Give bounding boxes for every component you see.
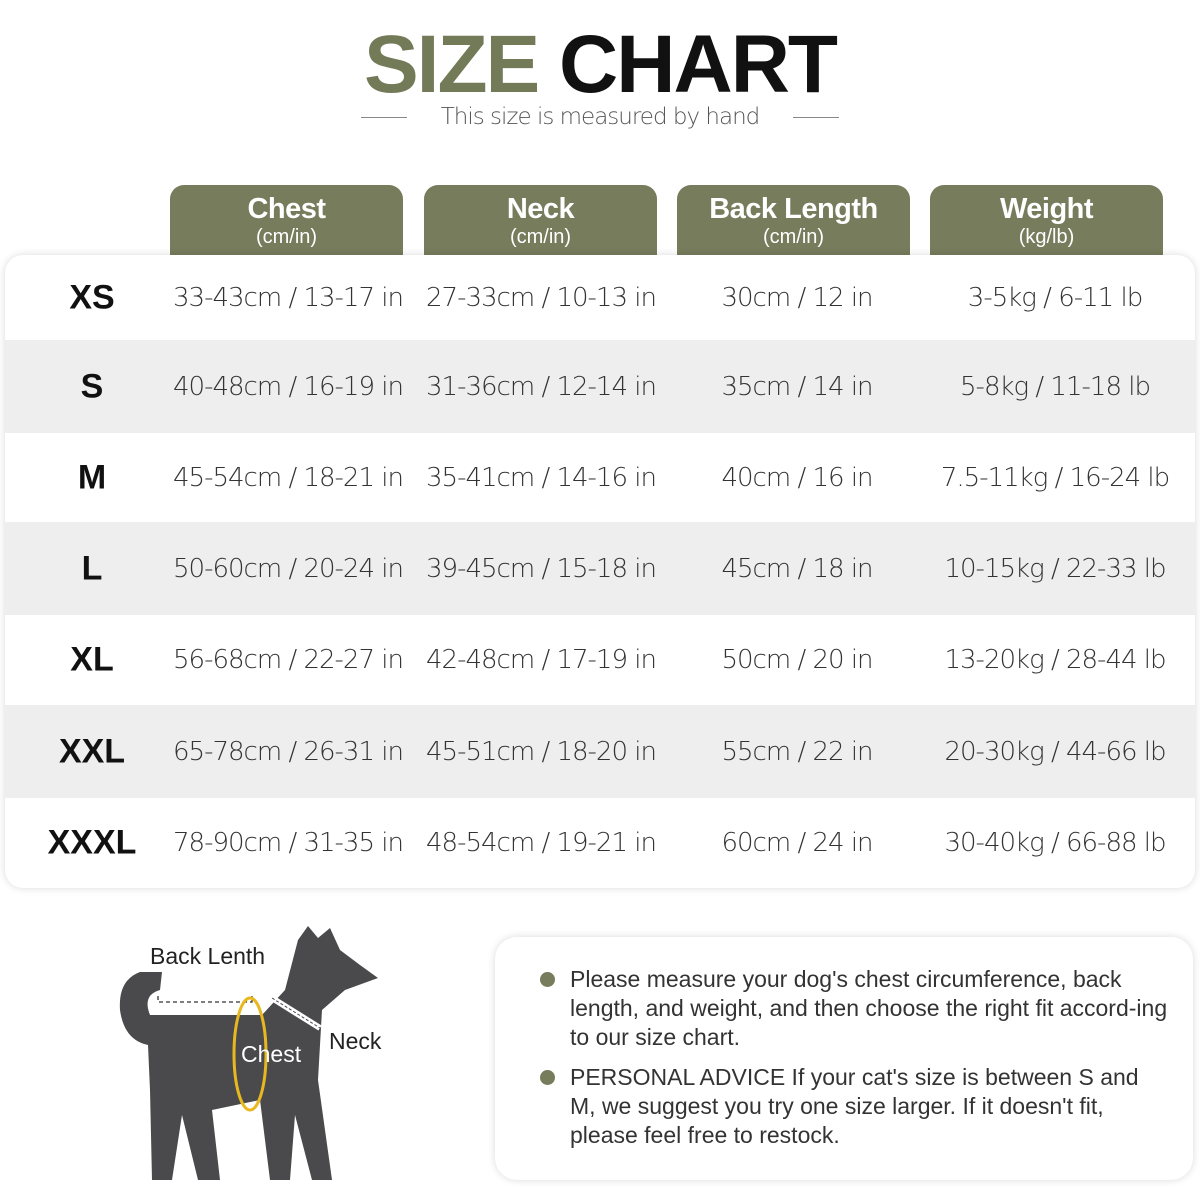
column-header: Neck (cm/in) — [424, 185, 657, 257]
table-row: XL 56-68cm / 22-27 in 42-48cm / 17-19 in 50… — [5, 615, 1195, 705]
notes-box: Please measure your dog's chest circumfe… — [495, 937, 1193, 1180]
bullet-icon — [540, 972, 555, 987]
table-row: L 50-60cm / 20-24 in 39-45cm / 15-18 in 45c… — [5, 522, 1195, 615]
column-unit: (cm/in) — [509, 226, 572, 248]
chest-cell: 33-43cm / 13-17 in — [173, 282, 404, 313]
back-cell: 60cm / 24 in — [721, 828, 873, 858]
column-unit: (kg/lb) — [1018, 226, 1075, 248]
column-unit: (cm/in) — [255, 226, 318, 248]
chest-ring-icon — [232, 996, 268, 1112]
back-cell: 50cm / 20 in — [721, 645, 873, 675]
back-cell: 45cm / 18 in — [721, 553, 873, 584]
column-label: Neck — [506, 193, 575, 225]
chest-cell: 45-54cm / 18-21 in — [173, 462, 404, 493]
table-row: XS 33-43cm / 13-17 in 27-33cm / 10-13 in 30… — [5, 255, 1195, 340]
size-table: XS 33-43cm / 13-17 in 27-33cm / 10-13 in 30… — [5, 255, 1195, 888]
chest-cell: 50-60cm / 20-24 in — [173, 553, 404, 584]
size-cell: L — [81, 549, 103, 587]
back-cell: 35cm / 14 in — [721, 371, 873, 402]
size-cell: XS — [69, 278, 115, 316]
weight-cell: 5-8kg / 11-18 lb — [960, 371, 1151, 402]
weight-cell: 13-20kg / 28-44 lb — [944, 645, 1166, 675]
weight-cell: 3-5kg / 6-11 lb — [967, 282, 1143, 313]
page-title: SIZE CHART — [363, 19, 838, 110]
subtitle: This size is measured by hand — [0, 104, 1200, 130]
size-cell: M — [77, 458, 107, 496]
back-cell: 30cm / 12 in — [721, 282, 873, 313]
chest-cell: 40-48cm / 16-19 in — [173, 371, 404, 402]
note-item: Please measure your dog's chest circumfe… — [540, 965, 1170, 1052]
column-unit: (cm/in) — [762, 226, 825, 248]
neck-cell: 27-33cm / 10-13 in — [426, 282, 657, 313]
table-row: XXXL 78-90cm / 31-35 in 48-54cm / 19-21 in… — [5, 798, 1195, 888]
table-row: M 45-54cm / 18-21 in 35-41cm / 14-16 in 40c… — [5, 433, 1195, 522]
weight-cell: 10-15kg / 22-33 lb — [944, 553, 1166, 584]
neck-cell: 31-36cm / 12-14 in — [426, 371, 657, 402]
size-cell: XL — [70, 640, 114, 679]
column-label: Chest — [247, 193, 326, 225]
size-cell: XXL — [58, 732, 126, 770]
bullet-icon — [540, 1070, 555, 1085]
neck-cell: 39-45cm / 15-18 in — [426, 553, 657, 584]
size-cell: XXXL — [47, 823, 137, 862]
table-row: S 40-48cm / 16-19 in 31-36cm / 12-14 in 35c… — [5, 340, 1195, 433]
chest-cell: 65-78cm / 26-31 in — [173, 736, 404, 767]
chest-label: Chest — [241, 1041, 302, 1067]
column-label: Back Length — [709, 193, 878, 225]
neck-cell: 35-41cm / 14-16 in — [426, 462, 657, 493]
divider — [360, 117, 407, 118]
dog-silhouette-icon — [119, 926, 379, 1180]
back-cell: 40cm / 16 in — [721, 462, 873, 493]
back-length-label: Back Lenth — [150, 943, 266, 969]
neck-cell: 42-48cm / 17-19 in — [426, 645, 657, 675]
neck-cell: 45-51cm / 18-20 in — [426, 736, 657, 767]
weight-cell: 30-40kg / 66-88 lb — [944, 828, 1166, 858]
dog-diagram — [119, 926, 379, 1180]
chest-cell: 78-90cm / 31-35 in — [173, 828, 404, 858]
back-cell: 55cm / 22 in — [721, 736, 873, 767]
table-row: XXL 65-78cm / 26-31 in 45-51cm / 18-20 in 5… — [5, 705, 1195, 798]
chest-cell: 56-68cm / 22-27 in — [173, 645, 404, 675]
column-header: Chest (cm/in) — [170, 185, 403, 257]
column-header: Back Length (cm/in) — [677, 185, 910, 257]
divider — [793, 117, 840, 118]
neck-cell: 48-54cm / 19-21 in — [426, 828, 657, 858]
weight-cell: 7.5-11kg / 16-24 lb — [940, 462, 1170, 493]
column-label: Weight — [999, 193, 1094, 225]
size-cell: S — [80, 367, 104, 405]
neck-label: Neck — [329, 1028, 382, 1054]
column-header: Weight (kg/lb) — [930, 185, 1163, 257]
weight-cell: 20-30kg / 44-66 lb — [944, 736, 1166, 767]
note-item: PERSONAL ADVICE If your cat's size is be… — [540, 1063, 1170, 1150]
